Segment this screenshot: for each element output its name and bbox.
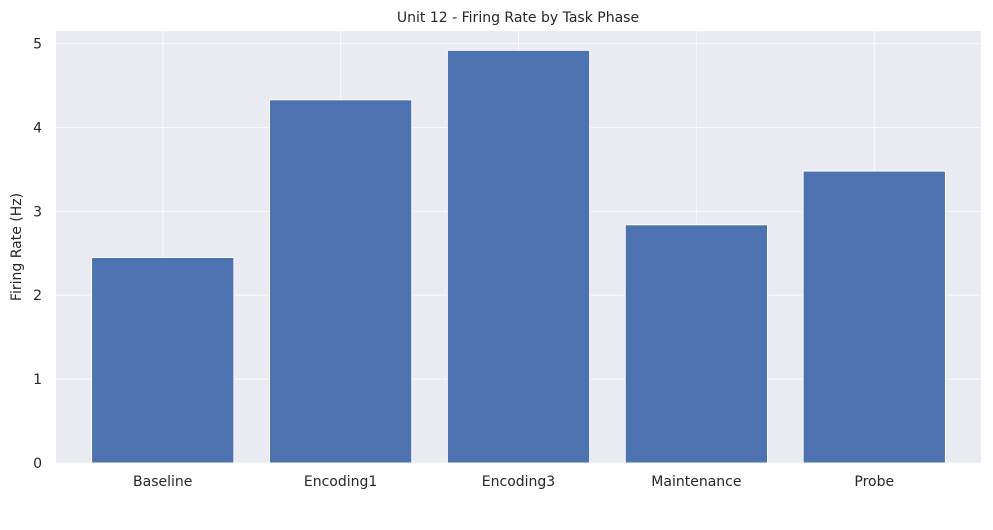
y-tick-labels: 0 1 2 3 4 5 (33, 37, 42, 472)
bar-encoding1 (268, 99, 413, 464)
y-tick-label: 4 (33, 120, 42, 136)
y-tick-label: 1 (33, 372, 42, 388)
bar-baseline (91, 256, 235, 464)
y-tick-label: 5 (33, 37, 42, 53)
bars (91, 49, 946, 464)
bar-maintenance (624, 224, 769, 464)
bar-probe (802, 170, 946, 464)
x-tick-label: Encoding3 (482, 474, 555, 490)
chart-title: Unit 12 - Firing Rate by Task Phase (397, 10, 639, 26)
x-tick-label: Encoding1 (304, 474, 377, 490)
y-tick-label: 3 (33, 204, 42, 220)
bar-encoding3 (446, 49, 591, 464)
x-tick-label: Probe (854, 474, 894, 490)
y-tick-label: 2 (33, 288, 42, 304)
y-axis-label: Firing Rate (Hz) (9, 193, 25, 301)
y-tick-label: 0 (33, 456, 42, 472)
x-tick-label: Baseline (133, 474, 192, 490)
x-tick-labels: Baseline Encoding1 Encoding3 Maintenance Pro… (133, 474, 894, 490)
x-tick-label: Maintenance (651, 474, 741, 490)
